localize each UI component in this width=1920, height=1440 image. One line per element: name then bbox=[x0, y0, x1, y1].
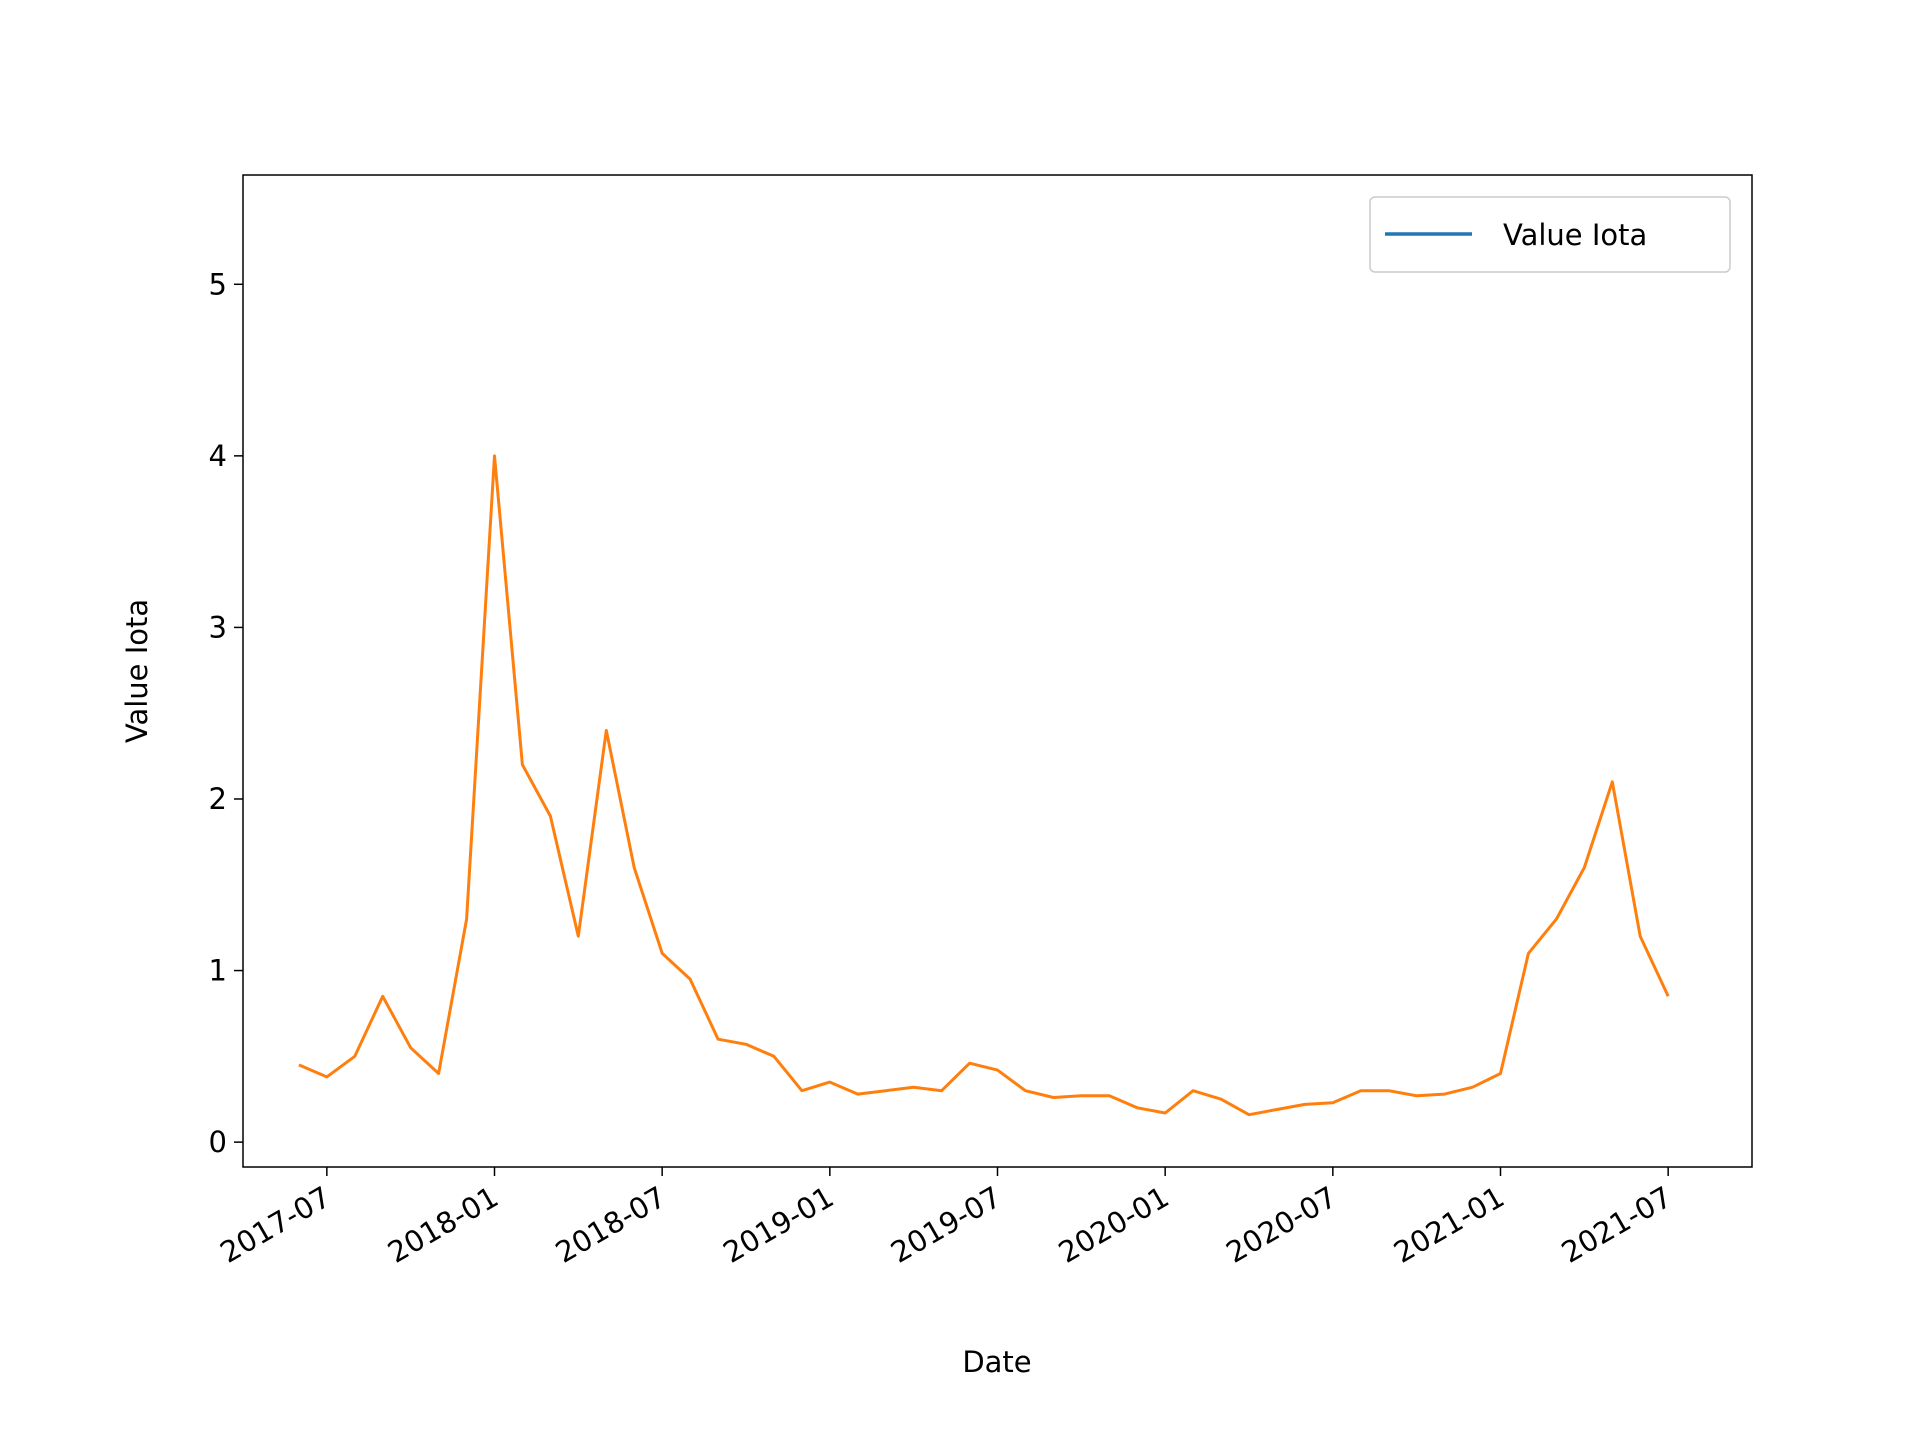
x-axis-label: Date bbox=[962, 1345, 1031, 1379]
x-tick-label: 2018-01 bbox=[382, 1180, 504, 1270]
x-tick-label: 2021-01 bbox=[1388, 1180, 1510, 1270]
x-tick-label: 2020-07 bbox=[1220, 1180, 1342, 1270]
x-tick-label: 2020-01 bbox=[1053, 1180, 1175, 1270]
y-tick-label: 0 bbox=[209, 1125, 227, 1159]
legend: Value Iota bbox=[1369, 196, 1731, 273]
y-tick-label: 3 bbox=[209, 610, 227, 644]
x-tick-label: 2018-07 bbox=[550, 1180, 672, 1270]
legend-box bbox=[1369, 196, 1731, 273]
x-tick-label: 2017-07 bbox=[214, 1180, 336, 1270]
y-tick-label: 4 bbox=[209, 439, 227, 473]
x-tick-label: 2021-07 bbox=[1556, 1180, 1678, 1270]
data-line bbox=[298, 454, 1670, 1117]
y-tick-label: 1 bbox=[209, 954, 227, 988]
legend-label: Value Iota bbox=[1503, 218, 1647, 252]
x-tick-label: 2019-01 bbox=[717, 1180, 839, 1270]
x-tick-label: 2019-07 bbox=[885, 1180, 1007, 1270]
y-axis-label: Value Iota bbox=[120, 599, 154, 743]
y-tick-label: 5 bbox=[209, 267, 227, 301]
y-tick-label: 2 bbox=[209, 782, 227, 816]
plot-frame bbox=[242, 174, 1753, 1168]
